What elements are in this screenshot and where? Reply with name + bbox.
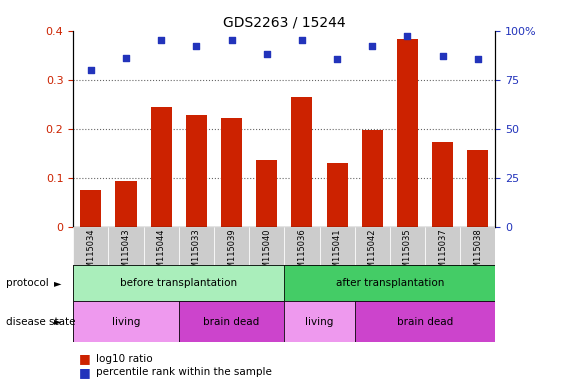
- Point: [368, 43, 377, 50]
- Text: GSM115038: GSM115038: [473, 228, 482, 279]
- Point: [86, 67, 95, 73]
- Bar: [292, 97, 312, 227]
- Bar: [327, 163, 347, 227]
- Text: disease state: disease state: [6, 316, 75, 327]
- Bar: [284, 227, 320, 265]
- Bar: [355, 301, 495, 342]
- Point: [227, 36, 236, 43]
- Text: brain dead: brain dead: [203, 316, 260, 327]
- Point: [333, 56, 342, 62]
- Bar: [320, 227, 355, 265]
- Text: ■: ■: [79, 366, 91, 379]
- Bar: [186, 115, 207, 227]
- Text: GSM115033: GSM115033: [192, 228, 201, 279]
- Bar: [80, 190, 101, 227]
- Point: [262, 51, 271, 57]
- Bar: [249, 227, 284, 265]
- Bar: [151, 107, 172, 227]
- Bar: [256, 161, 277, 227]
- Bar: [115, 181, 136, 227]
- Bar: [397, 39, 418, 227]
- Text: percentile rank within the sample: percentile rank within the sample: [96, 367, 271, 377]
- Bar: [73, 265, 284, 301]
- Bar: [144, 227, 179, 265]
- Text: GSM115039: GSM115039: [227, 228, 236, 279]
- Text: GSM115040: GSM115040: [262, 228, 271, 279]
- Point: [157, 36, 166, 43]
- Text: ■: ■: [79, 353, 91, 366]
- Text: GSM115037: GSM115037: [438, 228, 447, 279]
- Bar: [73, 301, 179, 342]
- Bar: [179, 301, 284, 342]
- Bar: [355, 227, 390, 265]
- Bar: [221, 118, 242, 227]
- Text: brain dead: brain dead: [397, 316, 453, 327]
- Text: log10 ratio: log10 ratio: [96, 354, 153, 364]
- Point: [438, 53, 447, 59]
- Text: living: living: [112, 316, 140, 327]
- Bar: [108, 227, 144, 265]
- Bar: [461, 227, 495, 265]
- Text: ►: ►: [55, 316, 62, 327]
- Text: GSM115035: GSM115035: [403, 228, 412, 279]
- Text: protocol: protocol: [6, 278, 48, 288]
- Bar: [362, 130, 383, 227]
- Bar: [425, 227, 461, 265]
- Text: ►: ►: [55, 278, 62, 288]
- Text: GSM115036: GSM115036: [297, 228, 306, 279]
- Point: [122, 55, 131, 61]
- Text: before transplantation: before transplantation: [120, 278, 238, 288]
- Point: [192, 43, 201, 50]
- Title: GDS2263 / 15244: GDS2263 / 15244: [223, 16, 346, 30]
- Text: GSM115034: GSM115034: [86, 228, 95, 279]
- Text: GSM115044: GSM115044: [157, 228, 166, 279]
- Bar: [390, 227, 425, 265]
- Text: living: living: [305, 316, 334, 327]
- Text: after transplantation: after transplantation: [336, 278, 444, 288]
- Point: [297, 36, 306, 43]
- Bar: [214, 227, 249, 265]
- Point: [403, 33, 412, 39]
- Text: GSM115042: GSM115042: [368, 228, 377, 279]
- Text: GSM115043: GSM115043: [122, 228, 131, 279]
- Bar: [179, 227, 214, 265]
- Bar: [284, 301, 355, 342]
- Point: [473, 56, 482, 62]
- Bar: [467, 150, 488, 227]
- Bar: [73, 227, 108, 265]
- Bar: [432, 142, 453, 227]
- Bar: [284, 265, 495, 301]
- Text: GSM115041: GSM115041: [333, 228, 342, 279]
